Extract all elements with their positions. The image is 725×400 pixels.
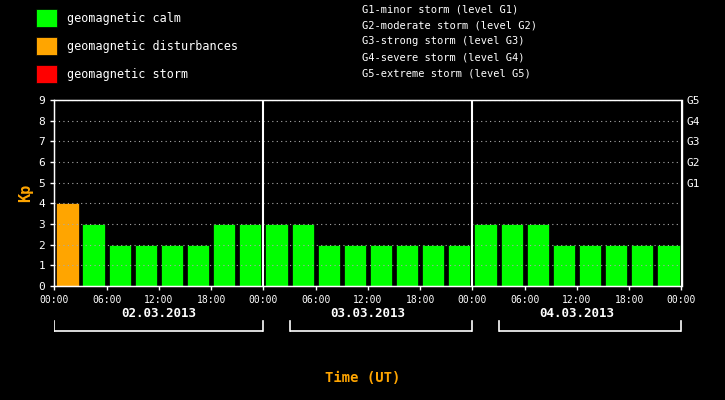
Bar <box>161 245 183 286</box>
Text: G1-minor storm (level G1): G1-minor storm (level G1) <box>362 4 519 14</box>
Bar <box>318 245 340 286</box>
Text: G4-severe storm (level G4): G4-severe storm (level G4) <box>362 53 525 63</box>
Bar <box>36 37 57 55</box>
Bar <box>631 245 653 286</box>
Bar <box>500 224 523 286</box>
Bar <box>213 224 236 286</box>
Text: G3-strong storm (level G3): G3-strong storm (level G3) <box>362 36 525 46</box>
Text: G5-extreme storm (level G5): G5-extreme storm (level G5) <box>362 69 531 79</box>
Text: 04.03.2013: 04.03.2013 <box>539 307 615 320</box>
Bar <box>552 245 575 286</box>
Bar <box>526 224 549 286</box>
Bar <box>187 245 210 286</box>
Y-axis label: Kp: Kp <box>18 184 33 202</box>
Bar <box>658 245 679 286</box>
Text: geomagnetic disturbances: geomagnetic disturbances <box>67 40 239 53</box>
Bar <box>422 245 444 286</box>
Bar <box>265 224 288 286</box>
Text: Time (UT): Time (UT) <box>325 371 400 386</box>
Bar <box>579 245 601 286</box>
Text: geomagnetic calm: geomagnetic calm <box>67 12 181 25</box>
Bar <box>135 245 157 286</box>
Bar <box>396 245 418 286</box>
Bar <box>83 224 104 286</box>
Bar <box>239 224 262 286</box>
Bar <box>605 245 627 286</box>
Bar <box>109 245 130 286</box>
Bar <box>291 224 314 286</box>
Bar <box>474 224 497 286</box>
Bar <box>370 245 392 286</box>
Bar <box>36 65 57 83</box>
Bar <box>448 245 471 286</box>
Text: geomagnetic storm: geomagnetic storm <box>67 68 188 81</box>
Text: 02.03.2013: 02.03.2013 <box>121 307 196 320</box>
Text: 03.03.2013: 03.03.2013 <box>331 307 405 320</box>
Bar <box>57 203 78 286</box>
Bar <box>36 9 57 27</box>
Text: G2-moderate storm (level G2): G2-moderate storm (level G2) <box>362 20 537 30</box>
Bar <box>344 245 366 286</box>
